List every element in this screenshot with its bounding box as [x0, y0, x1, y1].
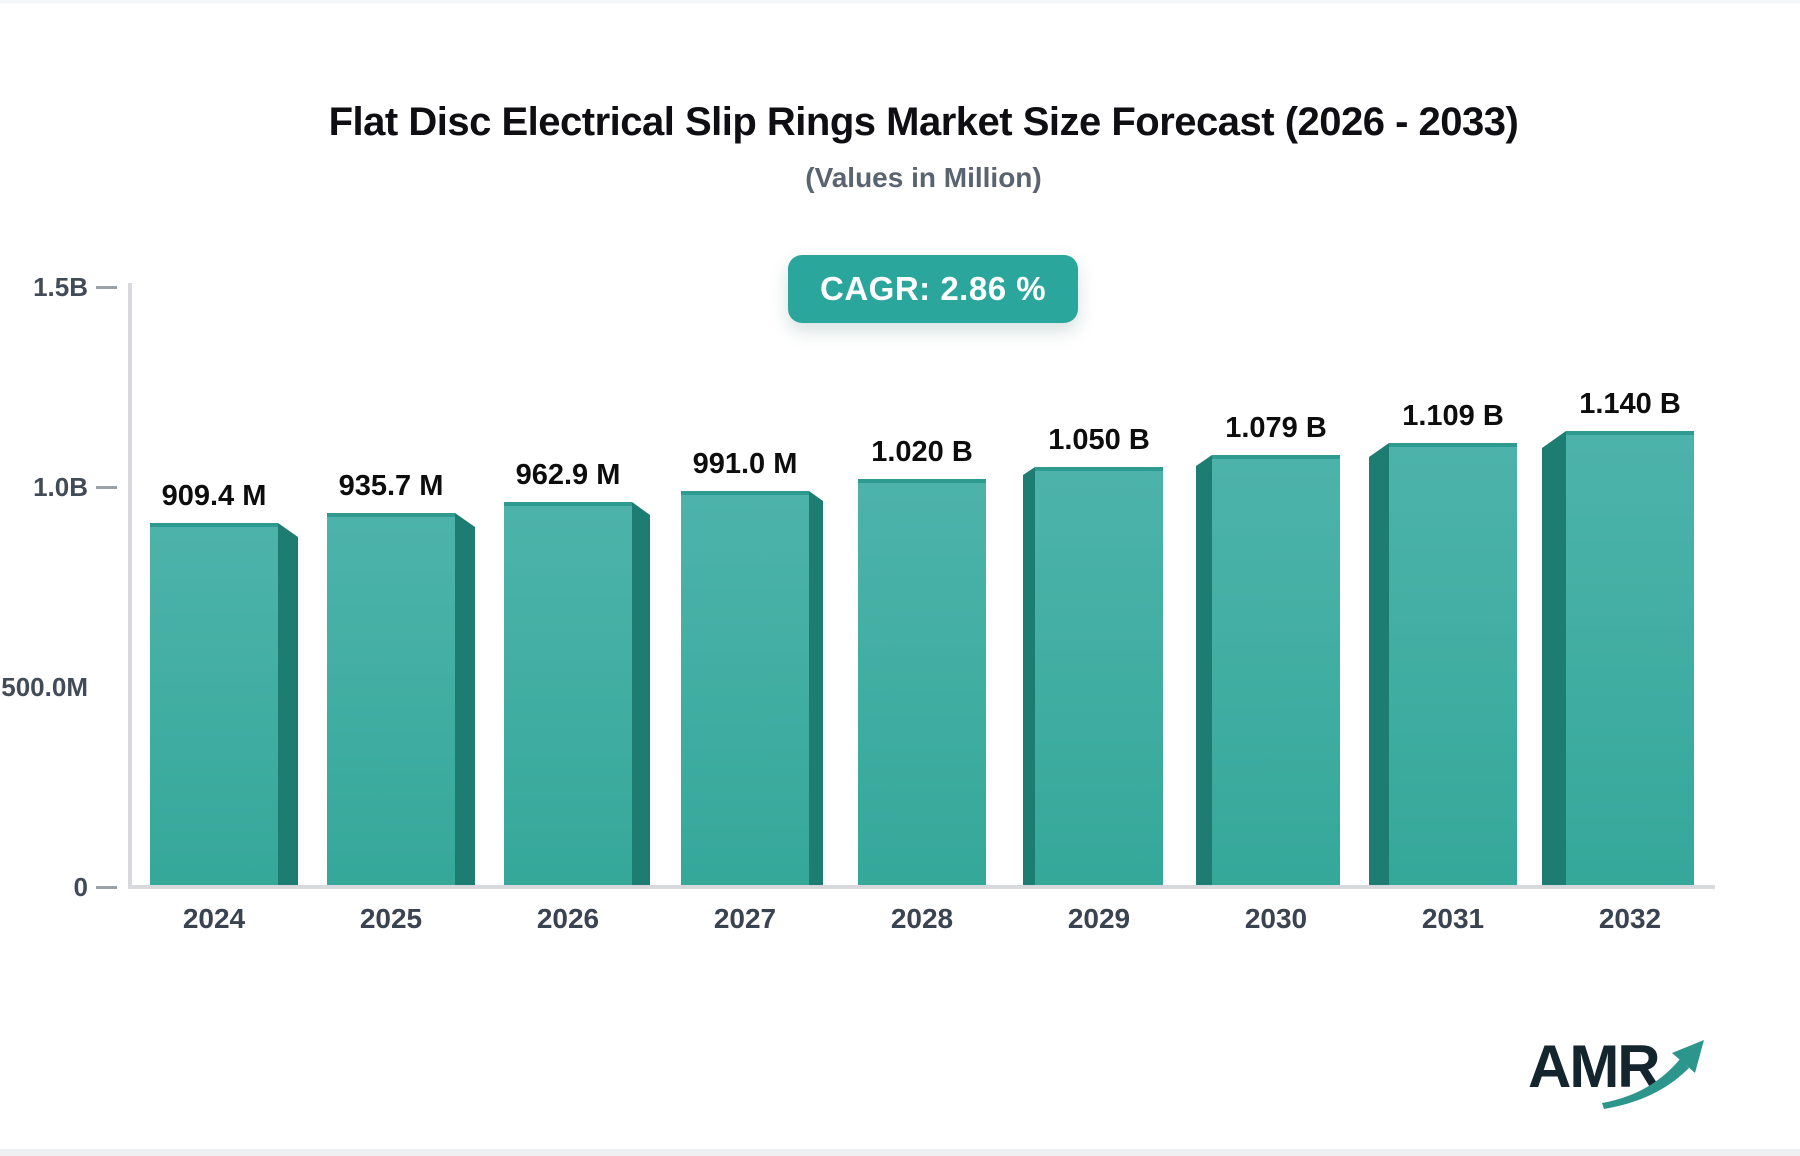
top-edge-strip [0, 0, 1800, 3]
bar-value-label-2026: 962.9 M [515, 459, 621, 491]
bar-2024 [150, 523, 278, 887]
bar-value-label-2024: 909.4 M [161, 480, 267, 512]
y-tick-mark [96, 886, 117, 889]
bar-side-face-2025 [455, 513, 475, 887]
bar-2031 [1389, 443, 1517, 887]
y-tick-mark [96, 486, 117, 489]
x-axis-label-2028: 2028 [890, 903, 954, 934]
bar-side-face-2029 [1023, 467, 1035, 887]
bar-2025 [327, 513, 455, 887]
bar-2029 [1035, 467, 1163, 887]
amr-logo: AMR [1528, 1037, 1708, 1117]
chart-subtitle: (Values in Million) [805, 162, 1042, 193]
x-axis-label-2027: 2027 [713, 903, 777, 934]
bar-value-label-2030: 1.079 B [1225, 412, 1327, 444]
x-axis-label-2031: 2031 [1421, 903, 1485, 934]
bar-side-face-2031 [1369, 443, 1389, 887]
bar-value-label-2028: 1.020 B [871, 436, 973, 468]
bar-value-label-2025: 935.7 M [338, 470, 444, 502]
cagr-badge-label: CAGR: 2.86 % [820, 270, 1047, 307]
x-axis-baseline [128, 885, 1715, 889]
bar-2032 [1566, 431, 1694, 887]
x-axis-label-2029: 2029 [1067, 903, 1131, 934]
bar-side-face-2026 [632, 502, 650, 887]
bar-value-label-2031: 1.109 B [1402, 400, 1504, 432]
bar-value-label-2032: 1.140 B [1579, 388, 1681, 420]
cagr-badge: CAGR: 2.86 % [788, 255, 1079, 323]
y-tick-label: 1.0B [33, 472, 88, 502]
chart-title: Flat Disc Electrical Slip Rings Market S… [328, 100, 1519, 144]
bar-value-label-2027: 991.0 M [692, 448, 798, 480]
y-tick-mark [96, 286, 117, 289]
bar-value-label-2029: 1.050 B [1048, 424, 1150, 456]
bar-side-face-2027 [809, 491, 823, 887]
amr-logo-text: AMR [1528, 1033, 1661, 1100]
bar-2026 [504, 502, 632, 887]
y-axis-line [128, 283, 132, 889]
trend-arrow-icon [1602, 1040, 1704, 1109]
x-axis-label-2032: 2032 [1598, 903, 1662, 934]
bar-2030 [1212, 455, 1340, 887]
bar-side-face-2032 [1542, 431, 1566, 887]
bar-side-face-2024 [278, 523, 298, 887]
x-axis-label-2026: 2026 [536, 903, 600, 934]
x-axis-label-2025: 2025 [359, 903, 423, 934]
y-tick-label: 1.5B [33, 272, 88, 302]
bar-side-face-2030 [1196, 455, 1212, 887]
x-axis-label-2024: 2024 [182, 903, 246, 934]
bottom-edge-strip [0, 1149, 1800, 1156]
y-tick-label: 500.0M [1, 672, 88, 702]
bar-2028 [858, 479, 986, 887]
y-tick-label: 0 [73, 872, 88, 902]
bar-2027 [681, 491, 809, 887]
x-axis-label-2030: 2030 [1244, 903, 1308, 934]
